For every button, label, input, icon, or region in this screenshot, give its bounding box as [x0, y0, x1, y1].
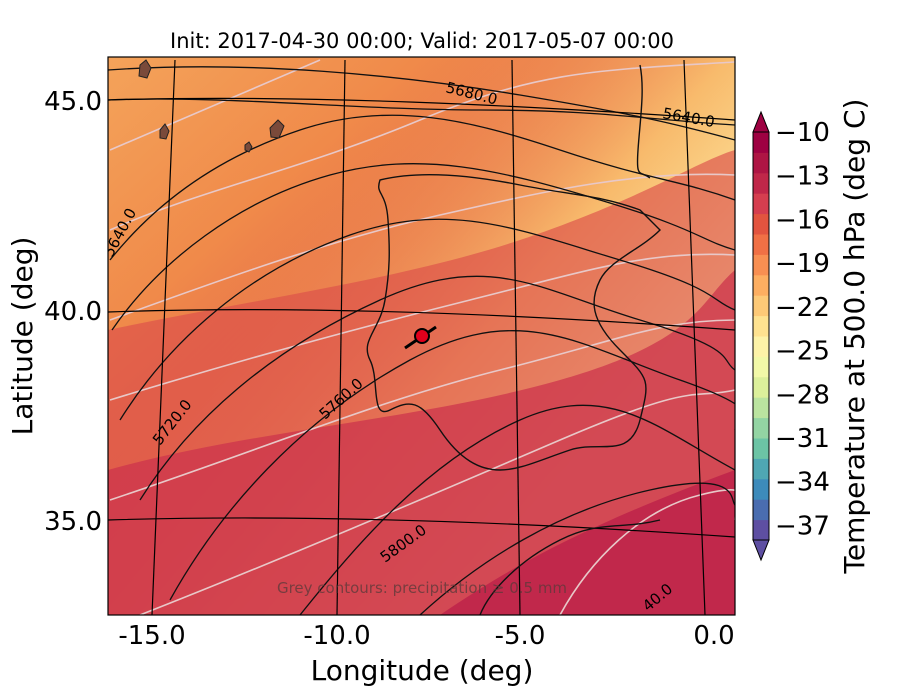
graticule [108, 59, 735, 615]
x-tick-label: 0.0 [693, 621, 734, 651]
colorbar-band [753, 234, 769, 255]
map-area: 5680.0 5640.0 5640.0 5720.0 5760.0 5800.… [108, 57, 735, 615]
precipitation-contours [109, 59, 735, 615]
colorbar: −10 −13 −16 −19 −22 −25 −28 −31 −34 −37 Temperatu… [752, 99, 871, 575]
colorbar-tick-label: −31 [775, 424, 830, 454]
colorbar-band [753, 478, 769, 500]
x-axis-label: Longitude (deg) [311, 654, 534, 687]
colorbar-tick-label: −37 [775, 511, 830, 541]
colorbar-extend-top [752, 110, 770, 133]
y-tick-labels: 45.0 40.0 35.0 [44, 87, 102, 537]
colorbar-band [753, 132, 769, 153]
colorbar-tick-label: −25 [775, 337, 830, 367]
colorbar-tick-label: −13 [775, 162, 830, 192]
colorbar-band [753, 254, 769, 276]
colorbar-band [753, 499, 769, 521]
colorbar-tick-label: −28 [775, 380, 830, 410]
y-tick-label: 35.0 [44, 507, 102, 537]
colorbar-band [753, 356, 769, 378]
colorbar-tick-label: −16 [775, 205, 830, 235]
y-tick-label: 45.0 [44, 87, 102, 117]
plot-title: Init: 2017-04-30 00:00; Valid: 2017-05-0… [170, 29, 674, 53]
colorbar-band [753, 376, 769, 398]
marker-circle [414, 328, 430, 344]
map-frame [107, 56, 736, 616]
colorbar-tick-label: −34 [775, 468, 830, 498]
colorbar-band [753, 274, 769, 296]
x-tick-label: -15.0 [118, 621, 185, 651]
coastline [366, 64, 661, 615]
colorbar-band [753, 519, 769, 541]
colorbar-ticks: −10 −13 −16 −19 −22 −25 −28 −31 −34 −37 [775, 118, 830, 541]
colorbar-band [753, 152, 769, 174]
x-tick-labels: -15.0 -10.0 -5.0 0.0 [118, 621, 734, 651]
colorbar-bands [753, 132, 769, 541]
colorbar-band [753, 458, 769, 480]
islands [138, 59, 285, 153]
colorbar-band [753, 397, 769, 419]
y-axis-label: Latitude (deg) [6, 237, 39, 436]
colorbar-band [753, 315, 769, 337]
x-tick-label: -5.0 [495, 621, 546, 651]
colorbar-tick-label: −10 [775, 118, 830, 148]
colorbar-extend-bottom [752, 539, 770, 562]
colorbar-band [753, 417, 769, 439]
x-tick-label: -10.0 [303, 621, 370, 651]
location-marker [404, 325, 437, 350]
colorbar-band [753, 193, 769, 215]
colorbar-band [753, 438, 769, 459]
colorbar-frame [752, 131, 770, 541]
colorbar-band [753, 172, 769, 194]
colorbar-label: Temperature at 500.0 hPa (deg C) [838, 99, 871, 575]
colorbar-band [753, 213, 769, 235]
colorbar-band [753, 295, 769, 317]
height-contours [108, 66, 735, 615]
colorbar-tick-label: −19 [775, 249, 830, 279]
y-tick-label: 40.0 [44, 297, 102, 327]
colorbar-tick-label: −22 [775, 293, 830, 323]
colorbar-band [753, 336, 769, 357]
precipitation-note: Grey contours: precipitation ≥ 0.5 mm [277, 579, 567, 597]
